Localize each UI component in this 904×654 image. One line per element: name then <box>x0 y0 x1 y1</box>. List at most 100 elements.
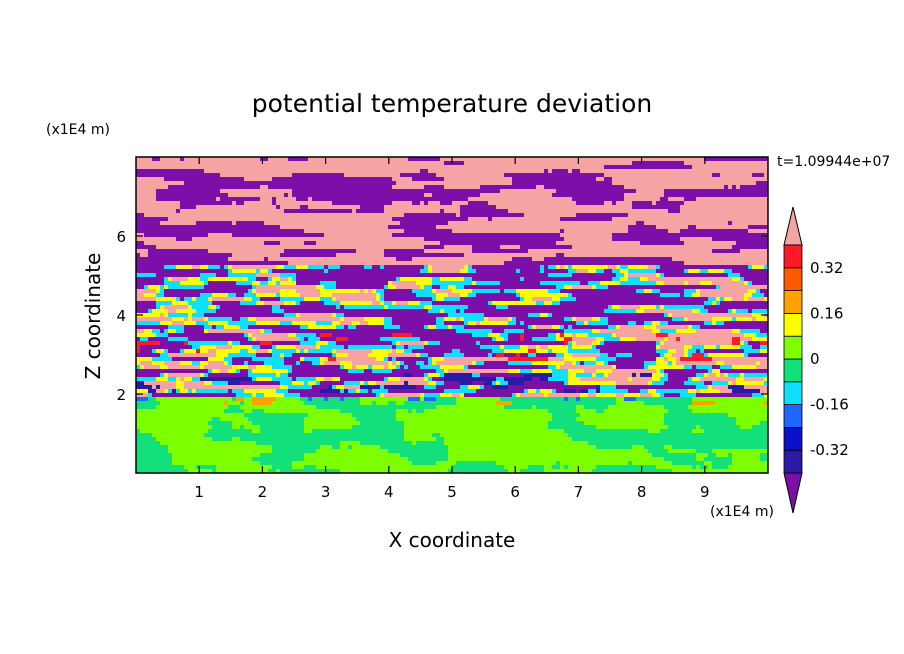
field-cell <box>716 285 721 290</box>
field-cell <box>256 273 281 278</box>
field-cell <box>600 329 653 334</box>
field-cell <box>204 281 209 286</box>
field-cell <box>584 421 665 426</box>
field-cell <box>244 401 253 406</box>
field-cell <box>248 317 257 322</box>
field-cell <box>436 381 445 386</box>
field-cell <box>288 369 293 374</box>
field-cell <box>752 345 761 350</box>
field-cell <box>360 381 365 386</box>
field-cell <box>232 221 237 226</box>
field-cell <box>212 301 241 306</box>
field-cell <box>412 461 437 466</box>
field-cell <box>252 289 257 294</box>
field-cell <box>640 241 685 246</box>
field-cell <box>628 273 657 278</box>
field-cell <box>672 257 768 262</box>
field-cell <box>644 309 693 314</box>
field-cell <box>704 305 768 310</box>
field-cell <box>196 205 277 210</box>
field-cell <box>188 313 193 318</box>
field-cell <box>272 309 285 314</box>
field-cell <box>136 273 157 278</box>
field-cell <box>688 377 693 382</box>
field-cell <box>748 289 757 294</box>
field-cell <box>284 249 357 254</box>
field-cell <box>712 357 768 362</box>
field-cell <box>728 373 741 378</box>
field-cell <box>572 273 617 278</box>
field-cell <box>548 265 557 270</box>
field-cell <box>368 321 385 326</box>
field-cell <box>288 385 313 390</box>
field-cell <box>304 349 309 354</box>
field-cell <box>412 441 417 446</box>
field-cell <box>156 245 425 250</box>
field-cell <box>704 353 709 358</box>
field-cell <box>708 465 713 470</box>
field-cell <box>736 309 749 314</box>
field-cell <box>164 329 169 334</box>
field-cell <box>672 445 768 450</box>
field-cell <box>316 381 321 386</box>
field-cell <box>136 261 289 266</box>
field-cell <box>168 349 181 354</box>
field-cell <box>320 345 345 350</box>
field-cell <box>164 277 169 282</box>
field-cell <box>204 285 253 290</box>
field-cell <box>232 421 253 426</box>
field-cell <box>496 377 505 382</box>
field-cell <box>748 297 765 302</box>
field-cell <box>580 361 585 366</box>
field-cell <box>608 361 645 366</box>
field-cell <box>136 353 161 358</box>
field-cell <box>160 329 165 334</box>
field-cell <box>576 405 585 410</box>
field-cell <box>632 353 661 358</box>
field-cell <box>552 349 569 354</box>
field-cell <box>252 421 305 426</box>
field-cell <box>436 437 445 442</box>
field-cell <box>244 201 273 206</box>
field-cell <box>164 293 201 298</box>
field-cell <box>280 373 289 378</box>
field-cell <box>352 445 381 450</box>
field-cell <box>216 349 241 354</box>
field-cell <box>308 157 409 162</box>
field-cell <box>656 265 661 270</box>
field-cell <box>272 465 293 470</box>
field-cell <box>380 445 449 450</box>
field-cell <box>500 397 565 402</box>
field-cell <box>308 381 317 386</box>
field-cell <box>192 313 205 318</box>
field-cell <box>300 301 325 306</box>
field-cell <box>668 357 677 362</box>
field-cell <box>396 349 405 354</box>
field-cell <box>732 317 737 322</box>
field-cell <box>240 369 249 374</box>
field-cell <box>468 217 489 222</box>
field-cell <box>264 257 269 262</box>
field-cell <box>752 393 765 398</box>
field-cell <box>224 265 229 270</box>
field-cell <box>572 317 577 322</box>
field-cell <box>652 321 661 326</box>
field-cell <box>320 293 333 298</box>
field-cell <box>216 465 273 470</box>
field-cell <box>268 157 289 162</box>
field-cell <box>564 325 569 330</box>
field-cell <box>592 285 597 290</box>
field-cell <box>148 253 233 258</box>
field-cell <box>168 277 173 282</box>
field-cell <box>272 353 281 358</box>
field-cell <box>440 241 557 246</box>
field-cell <box>136 461 173 466</box>
field-cell <box>588 333 613 338</box>
field-cell <box>336 385 345 390</box>
field-cell <box>712 369 721 374</box>
field-cell <box>460 385 469 390</box>
field-cell <box>136 293 145 298</box>
field-cell <box>696 329 733 334</box>
field-cell <box>448 457 665 462</box>
field-cell <box>164 349 169 354</box>
